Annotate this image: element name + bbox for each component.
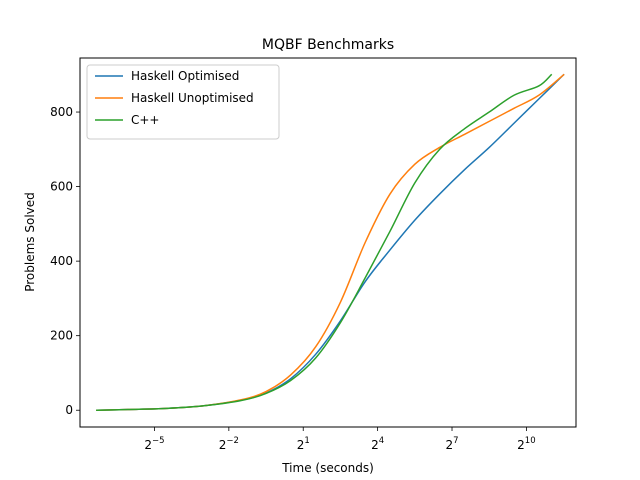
series-line-2 [96, 73, 553, 411]
x-tick-exponent: −5 [152, 436, 165, 446]
y-tick-label: 0 [65, 403, 73, 417]
x-tick-label: 2−5 [144, 436, 164, 452]
chart-title: MQBF Benchmarks [262, 37, 394, 53]
x-tick-label: 2−2 [219, 436, 239, 452]
legend: Haskell Optimised Haskell Unoptimised C++ [86, 64, 280, 140]
plot-area [96, 73, 565, 411]
y-tick-label: 800 [50, 105, 73, 119]
x-tick-exponent: 1 [304, 436, 309, 446]
x-tick-exponent: 7 [453, 436, 458, 446]
x-tick-base: 2 [445, 438, 453, 452]
x-tick-base: 2 [517, 438, 525, 452]
x-axis-label: Time (seconds) [281, 461, 374, 475]
legend-label: Haskell Optimised [131, 69, 239, 83]
y-tick-label: 200 [50, 329, 73, 343]
legend-label: C++ [131, 113, 160, 127]
x-tick-label: 210 [517, 436, 535, 452]
x-tick-base: 2 [144, 438, 152, 452]
x-tick-base: 2 [297, 438, 305, 452]
axes-frame [79, 57, 577, 428]
x-tick-exponent: −2 [226, 436, 239, 446]
x-tick-label: 21 [297, 436, 310, 452]
legend-label: Haskell Unoptimised [131, 91, 254, 105]
y-axis: 0 200 400 600 800 [50, 105, 80, 417]
x-tick-base: 2 [219, 438, 227, 452]
x-tick-label: 27 [445, 436, 458, 452]
x-tick-label: 24 [371, 436, 384, 452]
x-tick-exponent: 10 [525, 436, 536, 446]
y-tick-label: 600 [50, 180, 73, 194]
x-axis: 2−5 2−2 21 24 27 210 [144, 427, 536, 452]
x-tick-base: 2 [371, 438, 379, 452]
legend-box [86, 64, 280, 140]
y-axis-label: Problems Solved [23, 192, 37, 292]
y-tick-label: 400 [50, 254, 73, 268]
x-tick-exponent: 4 [379, 436, 384, 446]
